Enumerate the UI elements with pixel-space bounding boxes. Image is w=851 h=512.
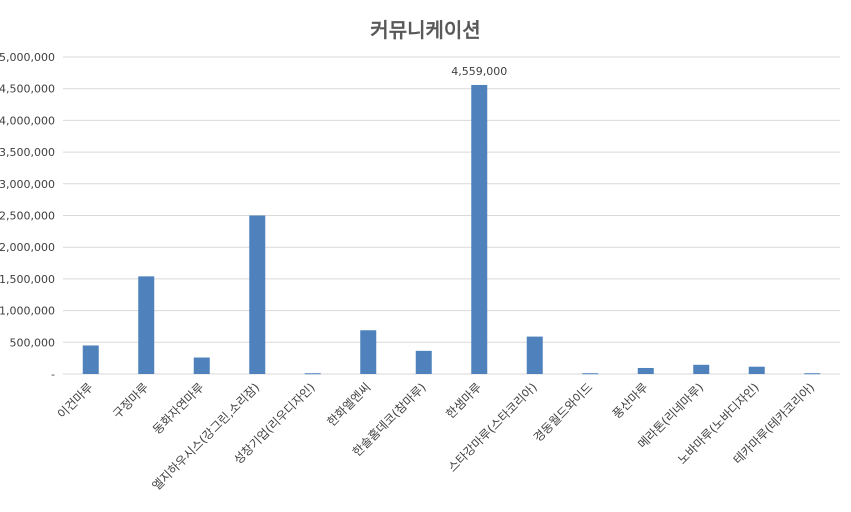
- bar: [304, 373, 321, 375]
- bar: [582, 373, 599, 375]
- bar: [471, 84, 488, 374]
- x-category-label: 한샘마루: [443, 380, 484, 421]
- bar: [748, 366, 765, 374]
- x-category-label: 구정마루: [110, 380, 151, 421]
- x-category-label: 동화자연마루: [150, 380, 207, 437]
- x-category-label: 이건마루: [55, 380, 96, 421]
- bar: [526, 336, 543, 374]
- y-tick-label: 3,000,000: [0, 178, 55, 191]
- y-tick-label: -: [51, 368, 55, 381]
- x-category-label: 경동월드와이드: [531, 380, 596, 445]
- x-category-label: 엘지하우시스(강그린,소리잠): [149, 380, 262, 493]
- bar: [415, 350, 432, 374]
- y-tick-label: 1,000,000: [0, 305, 55, 318]
- y-tick-label: 5,000,000: [0, 51, 55, 64]
- y-tick-label: 4,000,000: [0, 114, 55, 127]
- data-label: 4,559,000: [451, 65, 507, 78]
- bar: [693, 364, 710, 374]
- y-tick-label: 500,000: [10, 336, 56, 349]
- y-tick-label: 2,000,000: [0, 241, 55, 254]
- bar: [193, 357, 210, 374]
- bar: [138, 276, 155, 374]
- chart-title: 커뮤니케이션: [370, 18, 481, 42]
- bar: [82, 345, 99, 374]
- y-tick-label: 4,500,000: [0, 83, 55, 96]
- y-tick-label: 3,500,000: [0, 146, 55, 159]
- x-category-label: 한화엘엔씨: [324, 380, 373, 429]
- bar: [360, 330, 377, 374]
- bar: [249, 215, 266, 374]
- x-category-label: 풍산마루: [610, 380, 651, 421]
- bar: [804, 373, 821, 375]
- y-tick-label: 1,500,000: [0, 273, 55, 286]
- bar: [637, 367, 654, 374]
- y-tick-label: 2,500,000: [0, 210, 55, 223]
